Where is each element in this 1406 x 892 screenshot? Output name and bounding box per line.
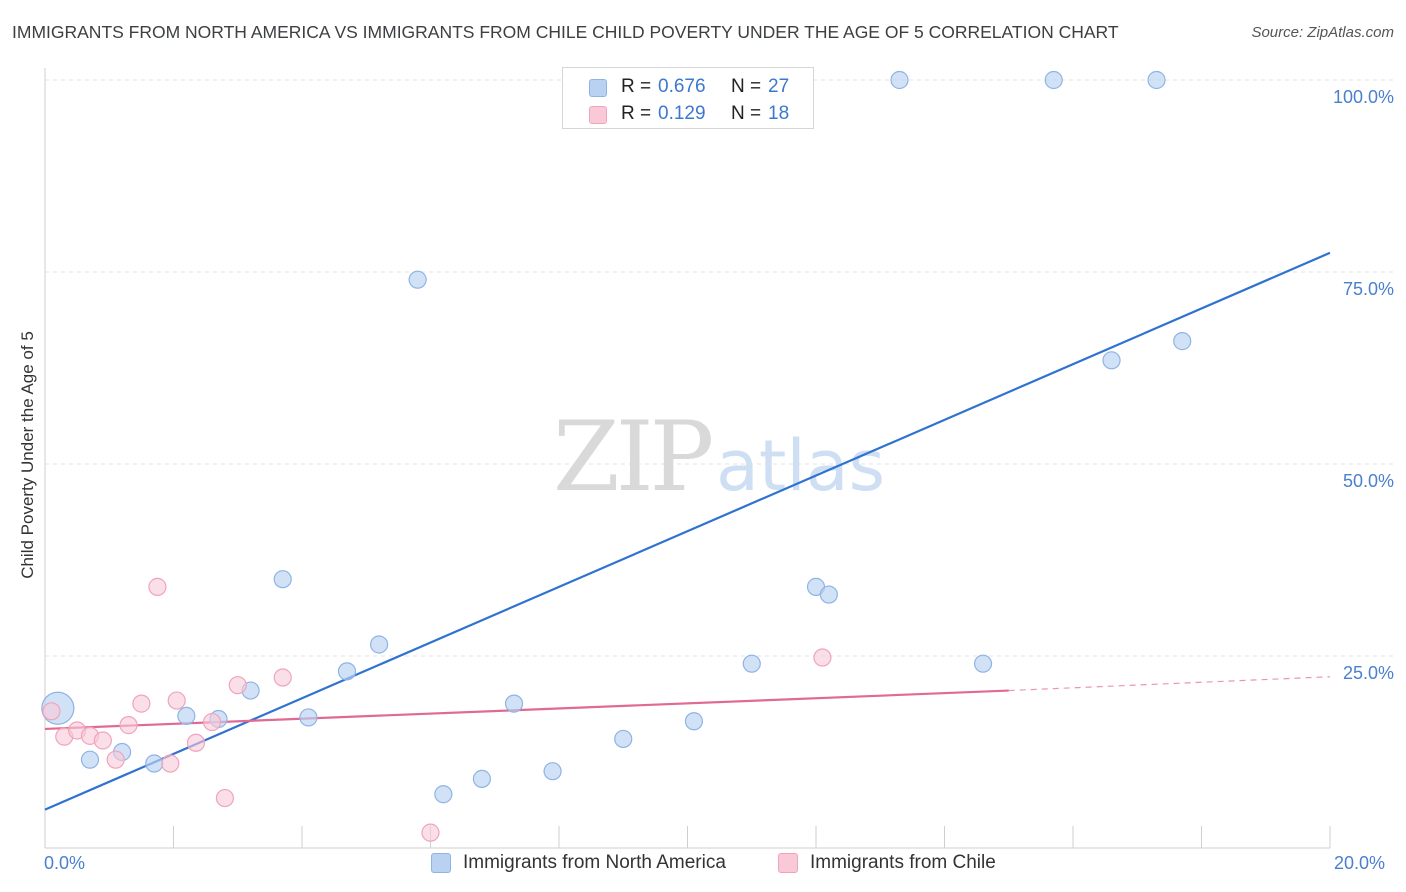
legend-n-label: N = bbox=[731, 76, 762, 97]
x-tick-label-max: 20.0% bbox=[1334, 853, 1386, 873]
y-tick-label: 75.0% bbox=[1342, 279, 1394, 299]
data-points bbox=[41, 70, 1192, 842]
y-tick-label: 50.0% bbox=[1342, 471, 1394, 491]
point-chile bbox=[421, 823, 440, 842]
legend-r-label: R = bbox=[621, 103, 652, 124]
legend-r-label: R = bbox=[621, 76, 652, 97]
point-chile bbox=[119, 716, 138, 735]
legend-swatch-north-america bbox=[589, 79, 607, 97]
point-north-america bbox=[742, 654, 761, 673]
point-chile bbox=[273, 668, 292, 687]
point-north-america bbox=[1044, 70, 1063, 90]
point-chile bbox=[228, 676, 247, 695]
point-north-america bbox=[504, 694, 524, 713]
point-north-america bbox=[80, 750, 100, 769]
series-legend-label-north-america: Immigrants from North America bbox=[463, 852, 726, 873]
point-north-america bbox=[177, 706, 196, 726]
point-chile bbox=[202, 712, 222, 732]
point-north-america bbox=[543, 762, 562, 781]
source-label: Source: ZipAtlas.com bbox=[1251, 24, 1394, 41]
legend-r-value-chile: 0.129 bbox=[658, 103, 706, 124]
series-swatch-chile bbox=[778, 853, 798, 873]
watermark-zip: ZIP bbox=[553, 401, 712, 513]
y-tick-label: 100.0% bbox=[1332, 87, 1394, 107]
point-north-america bbox=[273, 570, 292, 589]
point-chile bbox=[132, 694, 151, 713]
x-tick-label-min: 0.0% bbox=[44, 853, 86, 873]
point-chile bbox=[42, 702, 61, 721]
watermark-atlas: atlas bbox=[716, 425, 885, 507]
point-north-america bbox=[890, 70, 909, 90]
point-chile bbox=[167, 691, 186, 710]
point-chile bbox=[215, 788, 234, 808]
grid-lines bbox=[45, 79, 1395, 657]
point-north-america bbox=[973, 654, 993, 673]
point-chile bbox=[106, 750, 125, 769]
legend-swatch-chile bbox=[589, 106, 607, 124]
watermark: ZIP atlas bbox=[553, 401, 885, 513]
legend-n-label: N = bbox=[731, 103, 762, 124]
legend-row-chile: R = 0.129 N = 18 bbox=[563, 103, 815, 129]
point-chile bbox=[148, 577, 167, 596]
chart-title: IMMIGRANTS FROM NORTH AMERICA VS IMMIGRA… bbox=[12, 22, 1119, 42]
point-chile bbox=[161, 754, 180, 773]
legend-n-value-chile: 18 bbox=[768, 103, 790, 124]
point-north-america bbox=[337, 662, 357, 681]
legend-row-north-america: R = 0.676 N = 27 bbox=[563, 76, 815, 102]
y-tick-label: 25.0% bbox=[1342, 663, 1394, 683]
legend-r-value-north-america: 0.676 bbox=[658, 76, 706, 97]
correlation-legend: R = 0.676 N = 27 R = 0.129 N = 18 bbox=[562, 67, 814, 129]
point-north-america bbox=[408, 270, 427, 289]
trend-line-north-america bbox=[44, 251, 1331, 811]
legend-n-value-north-america: 27 bbox=[768, 76, 790, 97]
point-north-america bbox=[434, 785, 453, 804]
point-north-america bbox=[1102, 351, 1121, 370]
point-north-america bbox=[1173, 332, 1192, 351]
y-axis-title: Child Poverty Under the Age of 5 bbox=[18, 331, 37, 579]
point-north-america bbox=[370, 635, 389, 654]
point-chile bbox=[93, 731, 112, 750]
series-legend: Immigrants from North America Immigrants… bbox=[0, 852, 1406, 878]
point-north-america bbox=[299, 708, 318, 727]
point-chile bbox=[813, 648, 832, 667]
point-north-america bbox=[684, 712, 704, 731]
point-chile bbox=[186, 733, 206, 752]
point-north-america bbox=[819, 585, 838, 604]
point-north-america bbox=[1147, 70, 1166, 90]
series-swatch-north-america bbox=[431, 853, 451, 873]
point-north-america bbox=[145, 754, 164, 773]
trend-line-chile-extension bbox=[1008, 676, 1331, 692]
series-legend-label-chile: Immigrants from Chile bbox=[810, 852, 996, 873]
point-north-america bbox=[614, 729, 633, 749]
point-north-america bbox=[472, 769, 491, 788]
